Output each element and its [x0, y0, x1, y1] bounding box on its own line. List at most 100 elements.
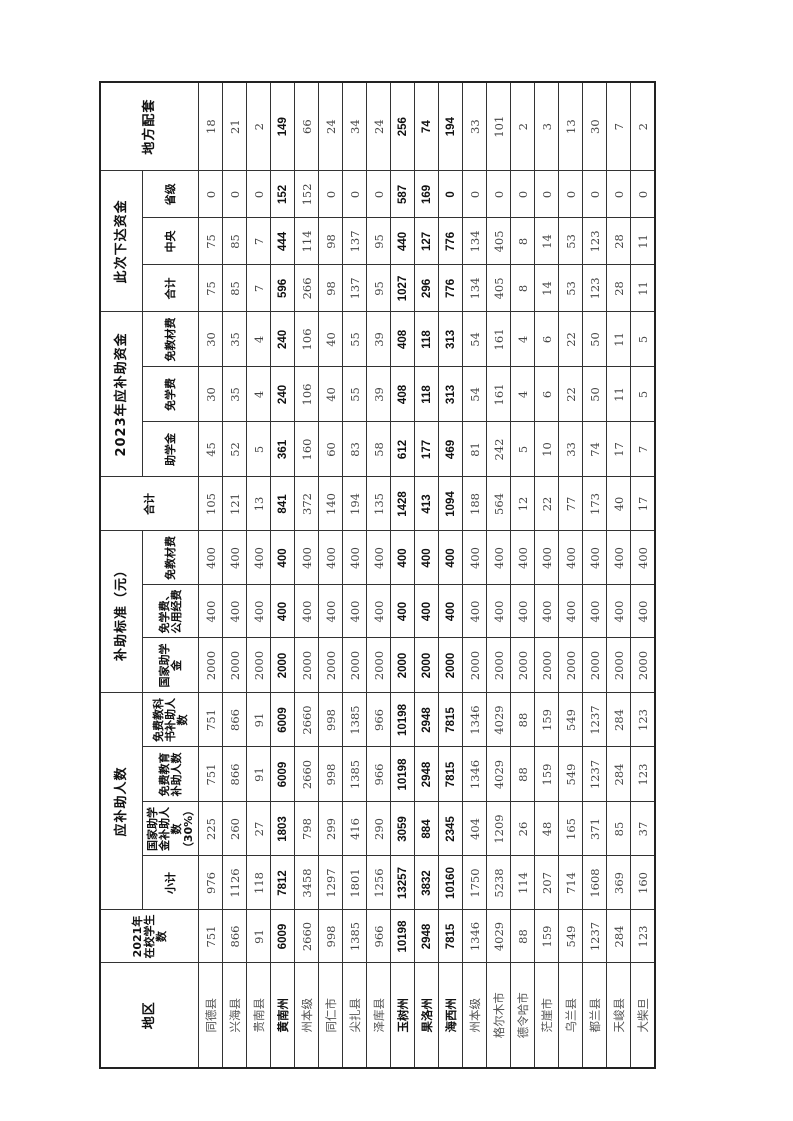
- value-cell: 54: [462, 366, 487, 422]
- value-cell: 95: [366, 264, 391, 312]
- value-cell: 58: [366, 421, 391, 477]
- region-cell: 大柴旦: [630, 963, 655, 1068]
- value-cell: 159: [534, 910, 559, 963]
- value-cell: 5: [510, 421, 535, 477]
- value-cell: 159: [534, 747, 559, 802]
- table-row: 海西州 7815 10160 2345 7815 7815 2000 400 400 1094 46…: [438, 81, 463, 1068]
- value-cell: 207: [534, 856, 559, 910]
- region-cell: 同仁市: [318, 963, 343, 1068]
- value-cell: 284: [606, 692, 631, 747]
- value-cell: 45: [198, 421, 223, 477]
- value-cell: 751: [198, 692, 223, 747]
- value-cell: 0: [486, 170, 511, 218]
- table-row: 大柴旦 123 160 37 123 123 2000 400 400 17 7 5 5 11 11 0 2: [630, 81, 655, 1068]
- table-row: 果洛州 2948 3832 884 2948 2948 2000 400 400 413 177 11…: [414, 81, 439, 1068]
- value-cell: 177: [414, 421, 439, 477]
- value-cell: 400: [342, 584, 367, 638]
- value-cell: 2000: [414, 637, 439, 693]
- value-cell: 596: [270, 264, 295, 312]
- value-cell: 400: [534, 584, 559, 638]
- value-cell: 256: [390, 81, 415, 171]
- table-row: 兴海县 866 1126 260 866 866 2000 400 400 121 52 35 35 85…: [222, 81, 247, 1068]
- value-cell: 400: [294, 584, 319, 638]
- header-issued-central: 中央: [142, 217, 199, 265]
- value-cell: 3832: [414, 856, 439, 910]
- value-cell: 751: [198, 910, 223, 963]
- value-cell: 106: [294, 311, 319, 367]
- value-cell: 400: [390, 530, 415, 585]
- value-cell: 1237: [582, 747, 607, 802]
- header-free-edu-people: 免费教育补助人数: [142, 747, 199, 802]
- value-cell: 1209: [486, 802, 511, 856]
- value-cell: 118: [414, 366, 439, 422]
- value-cell: 7815: [438, 747, 463, 802]
- value-cell: 405: [486, 264, 511, 312]
- value-cell: 4029: [486, 692, 511, 747]
- region-cell: 乌兰县: [558, 963, 583, 1068]
- region-cell: 都兰县: [582, 963, 607, 1068]
- value-cell: 74: [414, 81, 439, 171]
- value-cell: 33: [462, 81, 487, 171]
- value-cell: 2000: [438, 637, 463, 693]
- value-cell: 1094: [438, 476, 463, 531]
- value-cell: 2000: [342, 637, 367, 693]
- header-std-national-grant: 国家助学金: [142, 637, 199, 693]
- value-cell: 1385: [342, 910, 367, 963]
- value-cell: 21: [222, 81, 247, 171]
- value-cell: 2000: [222, 637, 247, 693]
- value-cell: 123: [630, 910, 655, 963]
- value-cell: 400: [438, 530, 463, 585]
- value-cell: 33: [558, 421, 583, 477]
- value-cell: 2000: [294, 637, 319, 693]
- value-cell: 11: [606, 366, 631, 422]
- value-cell: 95: [366, 217, 391, 265]
- value-cell: 114: [294, 217, 319, 265]
- region-cell: 贵南县: [246, 963, 271, 1068]
- value-cell: 55: [342, 311, 367, 367]
- value-cell: 60: [318, 421, 343, 477]
- value-cell: 85: [222, 217, 247, 265]
- header-national-grant-people: 国家助学金补助人数（30%）: [142, 802, 199, 856]
- value-cell: 123: [582, 264, 607, 312]
- value-cell: 2000: [534, 637, 559, 693]
- value-cell: 173: [582, 476, 607, 531]
- table-row: 乌兰县 549 714 165 549 549 2000 400 400 77 33 22 22 53 53…: [558, 81, 583, 1068]
- value-cell: 137: [342, 264, 367, 312]
- value-cell: 14: [534, 264, 559, 312]
- value-cell: 85: [606, 802, 631, 856]
- value-cell: 10160: [438, 856, 463, 910]
- header-group-issued: 此次下达资金: [100, 170, 143, 312]
- value-cell: 3458: [294, 856, 319, 910]
- value-cell: 266: [294, 264, 319, 312]
- value-cell: 7: [630, 421, 655, 477]
- value-cell: 5: [630, 366, 655, 422]
- value-cell: 0: [318, 170, 343, 218]
- value-cell: 0: [366, 170, 391, 218]
- value-cell: 83: [342, 421, 367, 477]
- value-cell: 1346: [462, 910, 487, 963]
- header-tuition-2023: 免学费: [142, 366, 199, 422]
- value-cell: 10198: [390, 910, 415, 963]
- value-cell: 998: [318, 747, 343, 802]
- value-cell: 91: [246, 692, 271, 747]
- value-cell: 404: [462, 802, 487, 856]
- value-cell: 0: [510, 170, 535, 218]
- value-cell: 28: [606, 217, 631, 265]
- value-cell: 400: [438, 584, 463, 638]
- value-cell: 400: [606, 584, 631, 638]
- region-cell: 州本级: [462, 963, 487, 1068]
- value-cell: 54: [462, 311, 487, 367]
- value-cell: 284: [606, 910, 631, 963]
- value-cell: 1237: [582, 692, 607, 747]
- region-cell: 果洛州: [414, 963, 439, 1068]
- value-cell: 2000: [198, 637, 223, 693]
- value-cell: 400: [630, 584, 655, 638]
- value-cell: 35: [222, 366, 247, 422]
- value-cell: 88: [510, 910, 535, 963]
- value-cell: 106: [294, 366, 319, 422]
- value-cell: 361: [270, 421, 295, 477]
- value-cell: 10: [534, 421, 559, 477]
- value-cell: 18: [198, 81, 223, 171]
- value-cell: 400: [558, 584, 583, 638]
- value-cell: 400: [510, 584, 535, 638]
